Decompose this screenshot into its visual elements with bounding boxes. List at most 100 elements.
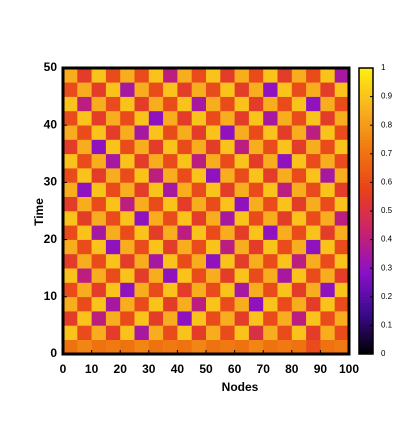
colorbar-band <box>359 319 373 324</box>
heatmap-cell <box>134 296 150 312</box>
heatmap-cell <box>134 268 150 283</box>
heatmap-cell <box>277 253 293 269</box>
heatmap-cell <box>148 253 164 269</box>
heatmap-cell <box>163 125 178 140</box>
heatmap-cell <box>177 196 192 212</box>
heatmap-cell <box>220 239 235 255</box>
colorbar-tick-label: 0.5 <box>381 206 393 215</box>
heatmap-cell <box>120 282 135 298</box>
heatmap-cell <box>234 239 250 255</box>
heatmap-cell <box>77 153 92 169</box>
colorbar-band <box>359 79 373 83</box>
heatmap-cell <box>63 311 78 326</box>
heatmap-cell <box>134 110 150 126</box>
colorbar-tick-label: 0.7 <box>381 149 393 158</box>
heatmap-cell <box>91 225 107 240</box>
heatmap-cell <box>263 68 278 83</box>
colorbar-band <box>359 316 373 321</box>
colorbar-band <box>359 339 373 344</box>
heatmap-cell <box>234 211 250 226</box>
heatmap-cell <box>91 196 107 212</box>
heatmap-cell <box>91 68 107 83</box>
heatmap-cell <box>191 339 207 355</box>
y-tick-label: 20 <box>44 232 58 246</box>
heatmap-cell <box>63 196 78 212</box>
y-tick-label: 10 <box>44 289 58 303</box>
colorbar-tick-label: 0.9 <box>381 92 393 101</box>
heatmap-cell <box>248 68 264 83</box>
heatmap-cell <box>277 139 293 155</box>
colorbar-band <box>359 128 373 132</box>
x-tick-label: 80 <box>285 362 299 376</box>
heatmap-cell <box>163 253 178 269</box>
heatmap-cell <box>206 168 221 183</box>
heatmap-cell <box>191 96 207 112</box>
heatmap-cell <box>291 253 307 269</box>
heatmap-cell <box>91 339 107 355</box>
heatmap-cell <box>134 311 150 326</box>
x-tick-label: 70 <box>257 362 271 376</box>
x-tick-label: 90 <box>314 362 328 376</box>
heatmap-cell <box>206 282 221 298</box>
heatmap-cell <box>163 182 178 197</box>
heatmap-cell <box>120 211 135 226</box>
colorbar-band <box>359 228 373 232</box>
heatmap-cell <box>77 211 92 226</box>
heatmap-cell <box>148 110 164 126</box>
heatmap-cell <box>148 182 164 197</box>
heatmap-cell <box>234 325 250 340</box>
heatmap-cell <box>191 125 207 140</box>
heatmap-cell <box>134 153 150 169</box>
heatmap-cell <box>234 110 250 126</box>
heatmap-cell <box>263 125 278 140</box>
heatmap-cell <box>263 96 278 112</box>
heatmap-cell <box>263 253 278 269</box>
colorbar-band <box>359 119 373 123</box>
heatmap-cell <box>77 68 92 83</box>
heatmap-cell <box>306 96 321 112</box>
heatmap-cell <box>177 296 192 312</box>
heatmap-cell <box>234 139 250 155</box>
heatmap-cell <box>291 225 307 240</box>
heatmap-cell <box>91 139 107 155</box>
heatmap-cell <box>177 68 192 83</box>
heatmap-cell <box>177 339 192 355</box>
heatmap-cell <box>63 110 78 126</box>
heatmap-cell <box>334 68 350 83</box>
heatmap-cell <box>120 225 135 240</box>
heatmap-cell <box>291 196 307 212</box>
colorbar-band <box>359 213 373 218</box>
colorbar-band <box>359 145 373 149</box>
colorbar-band <box>359 288 373 292</box>
heatmap-cell <box>220 153 235 169</box>
heatmap-cell <box>291 339 307 355</box>
heatmap-cell <box>263 268 278 283</box>
heatmap-cell <box>248 182 264 197</box>
heatmap-cell <box>77 168 92 183</box>
heatmap-cell <box>277 196 293 212</box>
y-tick-label: 0 <box>50 346 57 360</box>
heatmap-cell <box>291 182 307 197</box>
heatmap-cell <box>77 239 92 255</box>
colorbar-tick-label: 0.8 <box>381 120 393 129</box>
heatmap-cell <box>120 82 135 97</box>
heatmap-cell <box>248 196 264 212</box>
heatmap-cell <box>148 268 164 283</box>
heatmap-cell <box>148 68 164 83</box>
colorbar-band <box>359 125 373 129</box>
heatmap-cell <box>148 225 164 240</box>
colorbar-band <box>359 308 373 312</box>
heatmap-cell <box>306 239 321 255</box>
colorbar-band <box>359 242 373 246</box>
colorbar-band <box>359 102 373 106</box>
heatmap-cell <box>334 253 350 269</box>
heatmap-cell <box>248 253 264 269</box>
heatmap-cell <box>334 296 350 312</box>
heatmap-cell <box>206 125 221 140</box>
x-tick-label: 10 <box>85 362 99 376</box>
x-tick-label: 60 <box>228 362 242 376</box>
heatmap-cell <box>306 325 321 340</box>
heatmap-cell <box>220 325 235 340</box>
x-tick-label: 50 <box>199 362 213 376</box>
heatmap-cell <box>334 282 350 298</box>
